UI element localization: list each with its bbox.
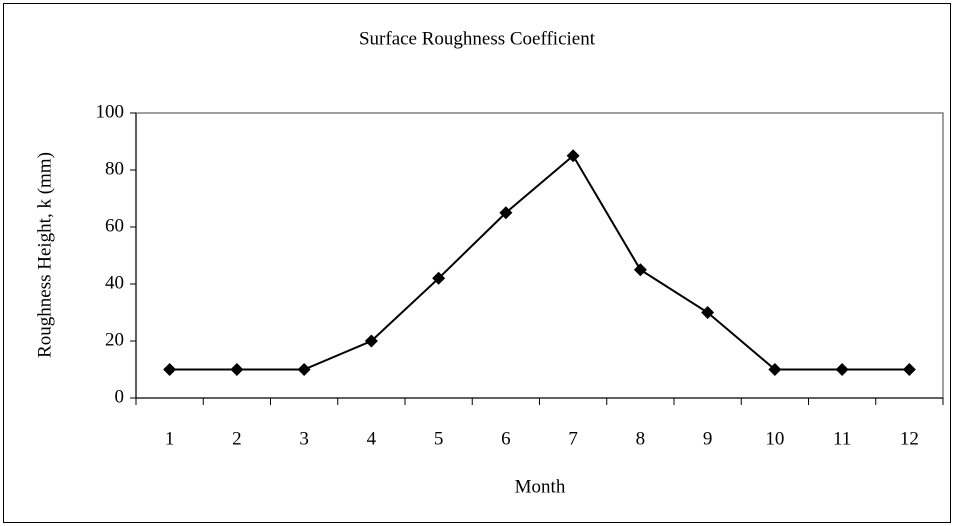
x-tick-label: 7 [568,428,578,449]
x-tick-label: 2 [232,428,242,449]
marker [835,363,849,376]
x-tick-label: 8 [636,428,646,449]
x-tick-label: 3 [299,428,309,449]
marker [297,363,311,376]
chart-border [3,3,951,523]
x-tick-label: 4 [367,428,377,449]
marker [768,363,782,376]
x-tick-label: 5 [434,428,444,449]
y-tick-label: 60 [105,215,124,236]
marker [633,263,647,277]
marker [163,363,177,376]
x-tick-label: 10 [765,428,784,449]
x-tick-label: 1 [165,428,175,449]
y-tick-label: 40 [105,272,124,293]
y-axis-label: Roughness Height, k (mm) [34,152,55,358]
x-tick-label: 9 [703,428,713,449]
marker [432,271,446,285]
marker [364,334,378,348]
y-tick-label: 100 [96,101,125,122]
x-tick-label: 6 [501,428,511,449]
marker [701,306,715,319]
marker [566,149,580,163]
marker [499,206,513,220]
y-tick-label: 80 [105,158,124,179]
y-tick-label: 20 [105,329,124,350]
marker [230,363,244,376]
line [169,154,910,371]
y-tick-label: 0 [115,386,125,407]
x-axis-label: Month [515,476,566,497]
chart-title: Surface Roughness Coefficient [359,28,596,49]
x-tick-label: 11 [833,428,851,449]
marker [902,363,916,376]
x-tick-label: 12 [900,428,919,449]
